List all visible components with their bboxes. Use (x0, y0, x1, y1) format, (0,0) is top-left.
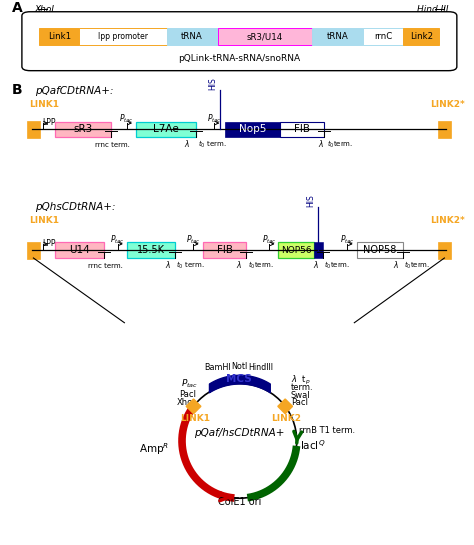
Text: $t_0$term.: $t_0$term. (404, 260, 430, 271)
Polygon shape (278, 399, 292, 414)
Text: pQafCDtRNA+:: pQafCDtRNA+: (35, 86, 113, 96)
Text: $t_0$ term.: $t_0$ term. (176, 260, 205, 271)
Bar (27, 121, 40, 137)
Text: LINK1: LINK1 (180, 414, 210, 423)
Bar (312, 28, 363, 45)
Bar (27, 241, 40, 259)
Bar (39, 28, 79, 45)
Bar (363, 28, 403, 45)
Text: LPP: LPP (43, 118, 56, 127)
Text: $\lambda$: $\lambda$ (313, 259, 319, 270)
Text: NotI: NotI (231, 361, 248, 371)
Text: rrnC: rrnC (374, 32, 392, 41)
Text: term.: term. (291, 383, 313, 392)
Text: PacI: PacI (179, 390, 196, 399)
Text: BamHI: BamHI (204, 363, 231, 372)
Text: U14: U14 (70, 245, 90, 255)
Bar (225, 122, 280, 137)
Text: Link1: Link1 (48, 32, 71, 41)
Text: $\lambda$  t$_p$: $\lambda$ t$_p$ (291, 374, 310, 387)
Text: pQLink-tRNA-sRNA/snoRNA: pQLink-tRNA-sRNA/snoRNA (178, 54, 301, 63)
Bar (218, 28, 312, 45)
Text: $\lambda$: $\lambda$ (165, 259, 171, 270)
Text: Link2: Link2 (410, 32, 433, 41)
Bar (438, 121, 451, 137)
Text: MCS: MCS (227, 374, 252, 384)
Text: Hind III: Hind III (417, 4, 448, 14)
Text: lacI$^Q$: lacI$^Q$ (300, 438, 326, 452)
Bar (280, 122, 324, 137)
Text: HIS: HIS (306, 195, 315, 208)
Text: tRNA: tRNA (181, 32, 203, 41)
Text: HindIII: HindIII (249, 363, 273, 372)
Text: NOP56: NOP56 (281, 246, 312, 255)
Text: sR3: sR3 (73, 124, 93, 134)
Bar (136, 122, 196, 137)
Bar (202, 243, 246, 258)
Bar (79, 28, 167, 45)
Text: $\lambda$: $\lambda$ (393, 259, 400, 270)
Bar (55, 122, 110, 137)
Text: LINK1: LINK1 (29, 216, 59, 225)
Text: LPP: LPP (43, 239, 56, 248)
Bar (314, 243, 323, 258)
Text: Amp$^R$: Amp$^R$ (139, 441, 169, 457)
Bar (55, 243, 104, 258)
Text: sR3/U14: sR3/U14 (246, 32, 283, 41)
Text: B: B (12, 83, 22, 97)
Text: $t_0$term.: $t_0$term. (327, 138, 353, 150)
Text: HIS: HIS (208, 77, 217, 90)
Text: 15.5K: 15.5K (137, 245, 165, 255)
Text: $P_{tac}$: $P_{tac}$ (262, 233, 277, 246)
Text: $t_0$term.: $t_0$term. (247, 260, 274, 271)
Text: $t_0$ term.: $t_0$ term. (198, 138, 227, 150)
Text: tRNA: tRNA (327, 32, 348, 41)
Text: $P_{tac}$: $P_{tac}$ (186, 233, 201, 246)
Text: $P_{tac}$: $P_{tac}$ (181, 378, 198, 390)
Text: $P_{tac}$: $P_{tac}$ (207, 112, 221, 125)
Text: rrnc term.: rrnc term. (88, 263, 122, 269)
Text: rrnc term.: rrnc term. (94, 142, 129, 148)
Text: NOP58: NOP58 (363, 245, 396, 255)
Text: $P_{tac}$: $P_{tac}$ (110, 233, 125, 246)
Text: rrnB T1 term.: rrnB T1 term. (300, 426, 356, 435)
Bar (127, 243, 175, 258)
Text: Xho: Xho (176, 397, 192, 407)
Bar (438, 241, 451, 259)
Bar (356, 243, 402, 258)
Bar (403, 28, 439, 45)
FancyBboxPatch shape (22, 12, 457, 71)
Text: SwaI: SwaI (291, 391, 310, 399)
Text: A: A (12, 1, 23, 15)
Text: LINK2: LINK2 (271, 414, 301, 423)
Text: $P_{tac}$: $P_{tac}$ (340, 233, 355, 246)
Bar (167, 28, 218, 45)
Text: pQhsCDtRNA+:: pQhsCDtRNA+: (35, 202, 115, 212)
Text: Nop5: Nop5 (238, 124, 266, 134)
Bar (278, 243, 314, 258)
Text: ColE1 ori: ColE1 ori (218, 496, 261, 507)
Text: pQaf/hsCDtRNA+: pQaf/hsCDtRNA+ (194, 428, 284, 438)
Polygon shape (186, 399, 201, 414)
Text: PacI: PacI (291, 398, 308, 407)
Text: $\lambda$: $\lambda$ (184, 138, 190, 149)
Text: XhoI: XhoI (35, 4, 55, 14)
Text: LINK2*: LINK2* (430, 100, 465, 109)
Text: $t_0$term.: $t_0$term. (324, 260, 350, 271)
Text: FIB: FIB (217, 245, 233, 255)
Text: LINK2*: LINK2* (430, 216, 465, 225)
Text: $P_{tac}$: $P_{tac}$ (119, 112, 134, 125)
Text: $\lambda$: $\lambda$ (236, 259, 242, 270)
Text: LINK1: LINK1 (29, 100, 59, 109)
Text: L7Ae: L7Ae (153, 124, 179, 134)
Text: $\lambda$: $\lambda$ (318, 138, 324, 149)
Text: FIB: FIB (294, 124, 310, 134)
Text: lpp promoter: lpp promoter (98, 32, 148, 41)
